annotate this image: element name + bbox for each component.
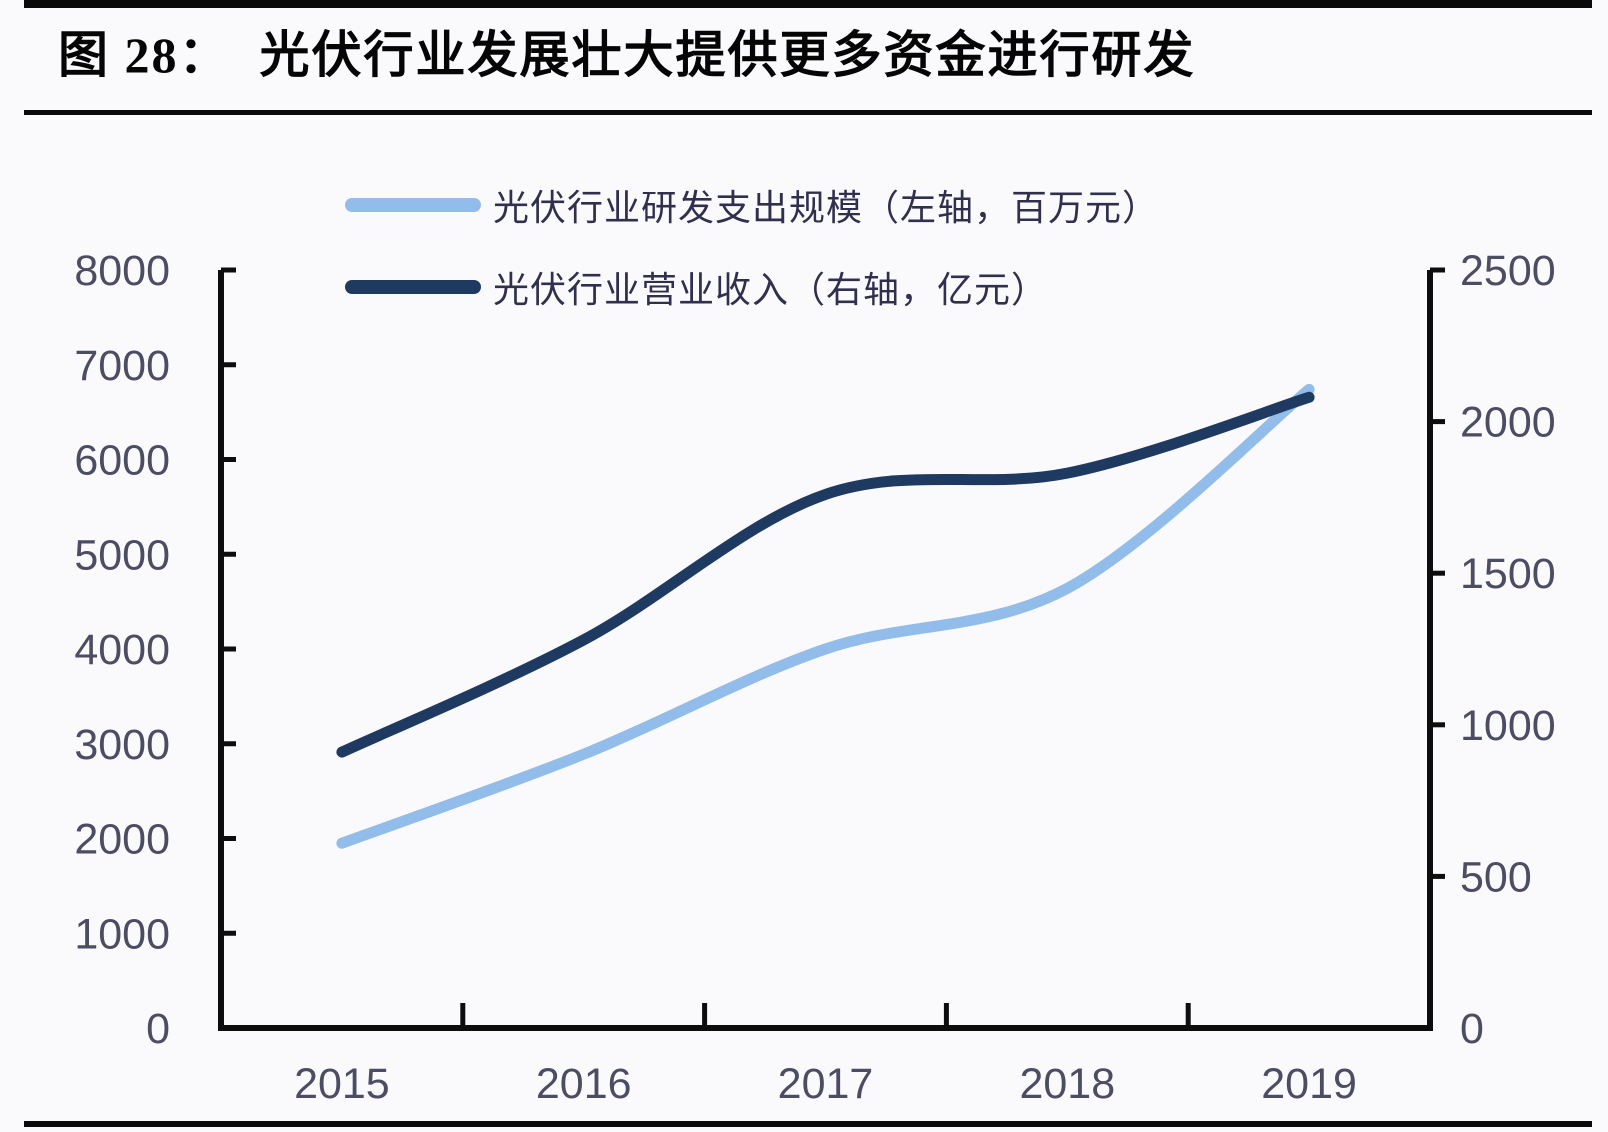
bottom-divider-rule	[24, 1121, 1592, 1127]
legend-label-revenue: 光伏行业营业收入（右轴，亿元）	[493, 269, 1049, 310]
left-axis-tick-label: 5000	[74, 531, 170, 579]
top-divider-rule	[24, 0, 1592, 8]
right-axis-tick-label: 2000	[1460, 399, 1556, 447]
title-divider-rule	[24, 110, 1592, 115]
right-axis-tick-label: 2500	[1460, 247, 1556, 295]
left-axis-tick-label: 7000	[74, 342, 170, 390]
right-axis-tick-label: 1000	[1460, 702, 1556, 750]
series-line-revenue	[336, 391, 1315, 758]
axis-ticks	[221, 267, 1445, 1028]
right-axis-tick-label: 0	[1460, 1005, 1484, 1053]
left-axis-tick-label: 6000	[74, 437, 170, 485]
legend-label-rd-spend: 光伏行业研发支出规模（左轴，百万元）	[493, 187, 1160, 228]
left-axis-tick-label: 2000	[74, 816, 170, 864]
x-axis-category-label: 2015	[294, 1060, 390, 1108]
left-axis-tick-label: 0	[146, 1005, 170, 1053]
right-axis-tick-label: 500	[1460, 853, 1532, 901]
left-axis-tick-label: 8000	[74, 247, 170, 295]
x-axis-category-label: 2019	[1261, 1060, 1357, 1108]
right-axis-tick-label: 1500	[1460, 550, 1556, 598]
x-axis-category-label: 2016	[536, 1060, 632, 1108]
axis-tick-labels: 0 1000 2000 3000 4000 5000 6000 7000 8000 0 500 100…	[74, 247, 1555, 1108]
series-line-rd-spend	[336, 383, 1315, 849]
x-axis-category-label: 2017	[778, 1060, 874, 1108]
left-axis-tick-label: 1000	[74, 910, 170, 958]
chart-legend: 光伏行业研发支出规模（左轴，百万元） 光伏行业营业收入（右轴，亿元）	[345, 183, 1159, 347]
left-axis-tick-label: 4000	[74, 626, 170, 674]
legend-item-revenue: 光伏行业营业收入（右轴，亿元）	[345, 265, 1159, 310]
left-axis-tick-label: 3000	[74, 721, 170, 769]
legend-item-rd-spend: 光伏行业研发支出规模（左轴，百万元）	[345, 183, 1159, 228]
rd-spend-line-swatch-icon	[345, 198, 481, 212]
figure-title: 图 28： 光伏行业发展壮大提供更多资金进行研发	[58, 27, 1196, 83]
x-axis-category-label: 2018	[1019, 1060, 1115, 1108]
revenue-line-swatch-icon	[345, 280, 481, 294]
